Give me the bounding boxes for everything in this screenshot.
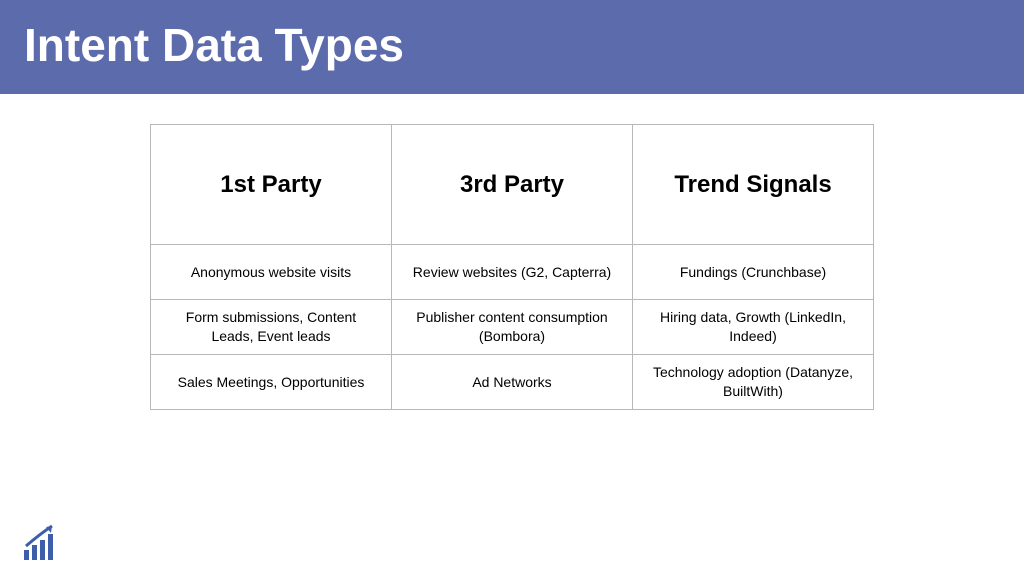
cell: Fundings (Crunchbase) [633,245,874,300]
intent-data-table: 1st Party 3rd Party Trend Signals Anonym… [150,124,874,410]
cell: Hiring data, Growth (LinkedIn, Indeed) [633,300,874,355]
table-row: Anonymous website visits Review websites… [151,245,874,300]
col-header-2: 3rd Party [392,125,633,245]
cell: Form submissions, Content Leads, Event l… [151,300,392,355]
table-row: Form submissions, Content Leads, Event l… [151,300,874,355]
slide-header: Intent Data Types [0,0,1024,94]
cell: Ad Networks [392,355,633,410]
col-header-3: Trend Signals [633,125,874,245]
table-container: 1st Party 3rd Party Trend Signals Anonym… [0,94,1024,410]
slide-title: Intent Data Types [24,19,404,71]
col-header-1: 1st Party [151,125,392,245]
table-header-row: 1st Party 3rd Party Trend Signals [151,125,874,245]
cell: Anonymous website visits [151,245,392,300]
cell: Publisher content consumption (Bombora) [392,300,633,355]
table-row: Sales Meetings, Opportunities Ad Network… [151,355,874,410]
cell: Technology adoption (Datanyze, BuiltWith… [633,355,874,410]
cell: Sales Meetings, Opportunities [151,355,392,410]
cell: Review websites (G2, Capterra) [392,245,633,300]
growth-chart-icon [22,522,62,562]
